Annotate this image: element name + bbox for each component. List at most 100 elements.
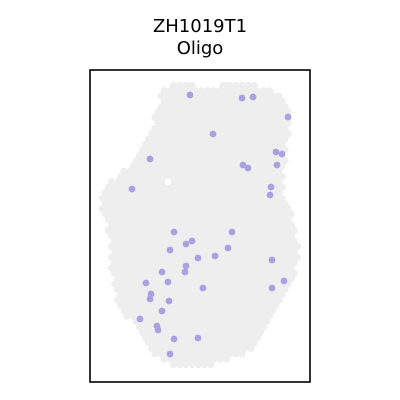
tissue-spot (247, 248, 255, 256)
tissue-spot (154, 237, 162, 245)
tissue-spot (216, 237, 224, 245)
tissue-spot (204, 355, 212, 363)
tissue-spot (216, 87, 224, 95)
tissue-spot (188, 350, 196, 358)
tissue-spot (157, 103, 165, 111)
tissue-spot (216, 334, 224, 342)
tissue-spot (238, 167, 246, 175)
highlighted-spot (266, 191, 274, 199)
highlighted-spot (249, 93, 257, 101)
tissue-spot (210, 108, 218, 116)
tissue-spot (138, 167, 147, 175)
tissue-spot (148, 216, 156, 224)
tissue-spot (200, 210, 209, 218)
tissue-spot (191, 108, 199, 116)
tissue-spot (117, 258, 125, 267)
tissue-spot (163, 307, 171, 315)
tissue-spot (176, 210, 184, 218)
tissue-spot (166, 344, 174, 353)
tissue-spot (256, 328, 264, 336)
tissue-spot (185, 226, 193, 234)
tissue-spot (210, 173, 218, 181)
tissue-spot (250, 242, 258, 251)
tissue-spot (225, 178, 233, 186)
tissue-spot (101, 199, 109, 208)
tissue-spot (287, 221, 295, 229)
tissue-spot (238, 103, 246, 111)
tissue-spot (173, 130, 181, 138)
tissue-spot (256, 210, 264, 218)
tissue-spot (148, 162, 156, 170)
tissue-spot (98, 205, 106, 213)
tissue-spot (197, 301, 205, 310)
tissue-spot (173, 291, 181, 299)
tissue-spot (231, 81, 240, 89)
tissue-spot (129, 258, 137, 267)
tissue-spot (132, 275, 140, 283)
tissue-spot (160, 173, 168, 181)
tissue-spot (194, 189, 202, 197)
tissue-spot (222, 173, 230, 181)
tissue-spot (194, 199, 202, 208)
tissue-spot (160, 323, 168, 331)
tissue-spot (275, 189, 283, 197)
tissue-spot (188, 221, 196, 229)
tissue-spot (188, 253, 196, 261)
tissue-spot (129, 248, 137, 256)
tissue-spot (185, 151, 193, 159)
highlighted-spot (224, 244, 232, 252)
tissue-spot (281, 232, 289, 240)
tissue-spot (278, 97, 286, 106)
tissue-spot (173, 258, 181, 267)
tissue-spot (231, 178, 240, 186)
tissue-spot (154, 140, 162, 149)
tissue-spot (247, 334, 255, 342)
tissue-spot (235, 151, 243, 159)
tissue-spot (269, 296, 277, 304)
tissue-spot (104, 194, 112, 202)
tissue-spot (142, 237, 150, 245)
tissue-spot (191, 323, 199, 331)
tissue-spot (166, 323, 174, 331)
tissue-spot (216, 226, 224, 234)
tissue-spot (241, 140, 249, 149)
tissue-spot (163, 146, 171, 154)
tissue-spot (154, 334, 162, 342)
tissue-spot (247, 87, 255, 95)
tissue-spot (138, 296, 147, 304)
tissue-spot (278, 130, 286, 138)
tissue-spot (200, 146, 209, 154)
highlighted-spot (170, 228, 178, 236)
tissue-spot (222, 194, 230, 202)
tissue-spot (104, 183, 112, 191)
tissue-spot (256, 285, 264, 293)
tissue-spot (222, 151, 230, 159)
tissue-spot (225, 103, 233, 111)
tissue-spot (244, 307, 252, 315)
tissue-spot (225, 189, 233, 197)
tissue-spot (216, 323, 224, 331)
tissue-spot (278, 183, 286, 191)
tissue-spot (275, 92, 283, 100)
tissue-spot (194, 350, 202, 358)
tissue-spot (269, 135, 277, 143)
tissue-spot (275, 210, 283, 218)
tissue-spot (145, 318, 153, 326)
tissue-spot (151, 199, 159, 208)
tissue-spot (142, 334, 150, 342)
tissue-spot (154, 183, 162, 191)
tissue-spot (145, 232, 153, 240)
tissue-spot (275, 167, 283, 175)
tissue-spot (179, 162, 187, 170)
tissue-spot (129, 269, 137, 277)
tissue-spot (241, 216, 249, 224)
tissue-spot (241, 248, 249, 256)
tissue-spot (135, 216, 143, 224)
tissue-spot (197, 162, 205, 170)
tissue-spot (213, 285, 221, 293)
tissue-spot (166, 291, 174, 299)
tissue-spot (188, 81, 196, 89)
tissue-spot (284, 248, 292, 256)
tissue-spot (253, 151, 261, 159)
tissue-spot (188, 156, 196, 165)
